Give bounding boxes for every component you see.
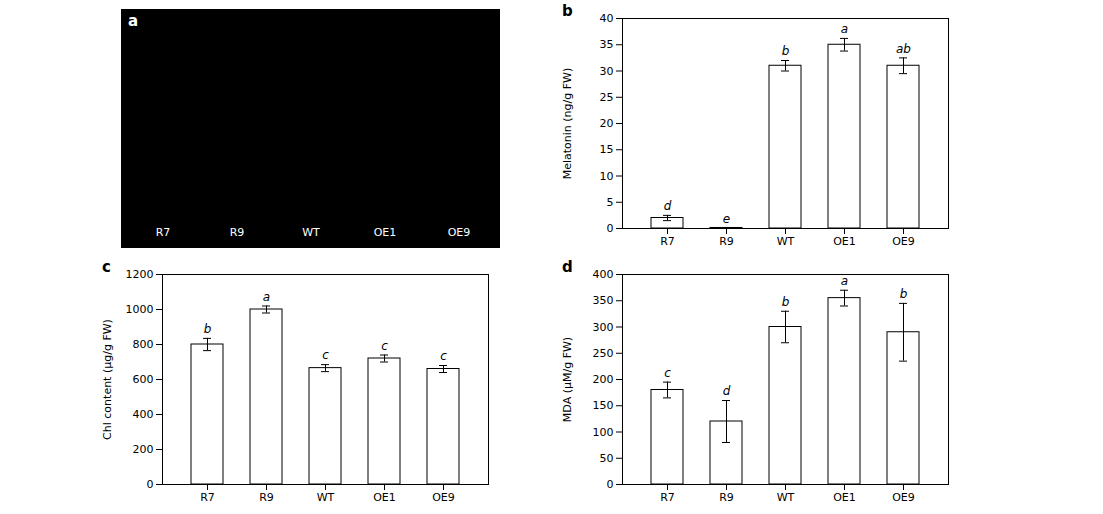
svg-text:OE9: OE9 — [432, 491, 455, 504]
svg-text:100: 100 — [593, 426, 614, 439]
svg-text:0: 0 — [147, 478, 154, 491]
svg-text:c: c — [664, 366, 671, 380]
svg-text:15: 15 — [600, 143, 614, 156]
svg-text:c: c — [381, 339, 388, 353]
svg-text:600: 600 — [133, 373, 154, 386]
svg-text:e: e — [723, 212, 730, 226]
html-text:c: c — [102, 258, 111, 276]
svg-text:10: 10 — [600, 170, 614, 183]
svg-text:20: 20 — [600, 117, 614, 130]
svg-text:a: a — [841, 22, 848, 36]
svg-text:a: a — [841, 274, 848, 288]
svg-text:b: b — [900, 287, 908, 301]
svg-text:d: d — [723, 384, 731, 398]
svg-text:400: 400 — [133, 408, 154, 421]
svg-text:800: 800 — [133, 338, 154, 351]
svg-text:c: c — [440, 349, 447, 363]
svg-text:b: b — [204, 322, 212, 336]
svg-text:0: 0 — [607, 222, 614, 235]
svg-text:ab: ab — [896, 42, 911, 56]
svg-text:R9: R9 — [259, 491, 274, 504]
svg-text:Melatonin (ng/g FW): Melatonin (ng/g FW) — [561, 68, 574, 180]
svg-text:WT: WT — [777, 491, 795, 504]
svg-text:25: 25 — [600, 91, 614, 104]
svg-text:200: 200 — [593, 373, 614, 386]
svg-text:350: 350 — [593, 294, 614, 307]
svg-text:c: c — [322, 348, 329, 362]
svg-text:b: b — [782, 295, 790, 309]
svg-text:250: 250 — [593, 347, 614, 360]
svg-text:MDA (μM/g FW): MDA (μM/g FW) — [561, 337, 574, 422]
svg-text:0: 0 — [607, 478, 614, 491]
svg-text:5: 5 — [607, 196, 614, 209]
svg-text:a: a — [263, 290, 270, 304]
svg-text:40: 40 — [600, 12, 614, 25]
svg-text:Chl content (μg/g FW): Chl content (μg/g FW) — [101, 319, 114, 440]
html-text:a: a — [128, 12, 139, 30]
svg-text:R9: R9 — [719, 491, 734, 504]
svg-text:300: 300 — [593, 321, 614, 334]
svg-text:WT: WT — [302, 226, 320, 239]
svg-text:400: 400 — [593, 268, 614, 281]
svg-text:WT: WT — [317, 491, 335, 504]
svg-text:1200: 1200 — [126, 268, 154, 281]
svg-text:OE9: OE9 — [892, 235, 915, 248]
svg-text:OE1: OE1 — [374, 226, 397, 239]
html-text:d: d — [562, 258, 573, 276]
svg-text:R7: R7 — [156, 226, 171, 239]
svg-text:50: 50 — [600, 452, 614, 465]
svg-text:35: 35 — [600, 38, 614, 51]
svg-text:OE9: OE9 — [448, 226, 471, 239]
svg-text:WT: WT — [777, 235, 795, 248]
svg-text:R7: R7 — [200, 491, 215, 504]
svg-text:OE1: OE1 — [833, 491, 856, 504]
svg-text:R9: R9 — [719, 235, 734, 248]
svg-text:OE1: OE1 — [373, 491, 396, 504]
html-text:b: b — [562, 2, 573, 20]
svg-text:R7: R7 — [660, 491, 675, 504]
svg-text:OE1: OE1 — [833, 235, 856, 248]
svg-text:b: b — [782, 44, 790, 58]
svg-text:OE9: OE9 — [892, 491, 915, 504]
svg-text:d: d — [664, 199, 672, 213]
svg-text:R9: R9 — [230, 226, 245, 239]
svg-text:30: 30 — [600, 65, 614, 78]
svg-text:R7: R7 — [660, 235, 675, 248]
svg-text:1000: 1000 — [126, 303, 154, 316]
svg-text:200: 200 — [133, 443, 154, 456]
svg-text:150: 150 — [593, 399, 614, 412]
